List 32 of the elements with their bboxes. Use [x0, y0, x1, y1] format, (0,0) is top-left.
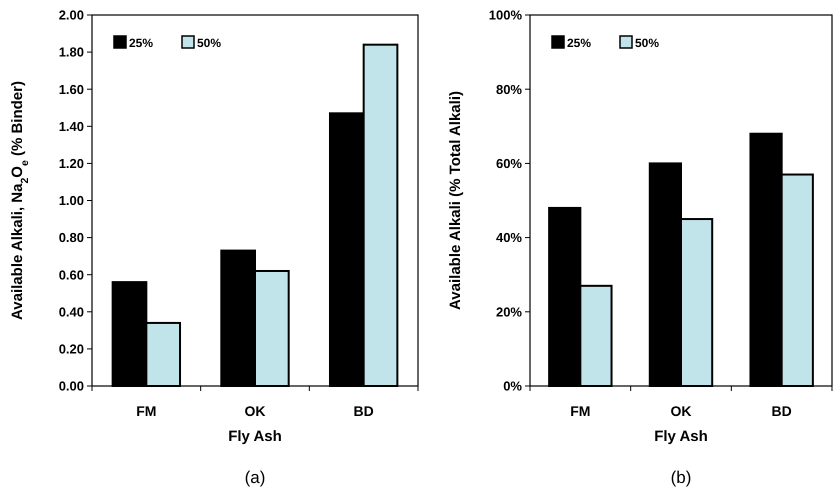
y-tick-label: 1.00 [58, 193, 84, 208]
legend-label: 50% [197, 36, 222, 50]
y-tick-label: 100% [488, 8, 522, 23]
legend-label: 50% [635, 36, 660, 50]
y-tick-label: 0.80 [58, 230, 84, 246]
text: (b) [670, 468, 692, 487]
x-tick-label: FM [136, 403, 156, 419]
y-tick-label: 80% [496, 82, 522, 97]
y-tick-label: 1.40 [58, 118, 84, 134]
y-tick-label: 1.80 [58, 44, 84, 60]
x-axis-title: Fly Ash [228, 428, 282, 445]
x-tick-label: BD [354, 403, 374, 419]
y-tick-label: 20% [496, 304, 522, 320]
y-tick-label: 1.60 [58, 82, 84, 97]
y-tick-label: 1.20 [58, 156, 84, 171]
x-tick-label: OK [244, 403, 266, 419]
legend-label: 25% [567, 36, 592, 50]
y-tick-label: 0.60 [58, 267, 84, 282]
y-tick-label: 40% [496, 230, 522, 246]
x-tick-label: OK [670, 403, 692, 419]
y-tick-label: 0.20 [58, 341, 84, 356]
x-axis-title: Fly Ash [654, 428, 708, 445]
y-tick-label: 0.00 [58, 378, 84, 394]
y-axis-title: Available Alkali (% Total Alkali) [447, 91, 464, 310]
y-tick-label: 0.40 [58, 304, 84, 320]
y-tick-label: 2.00 [58, 8, 84, 23]
text: (a) [244, 468, 266, 487]
y-tick-label: 0% [503, 378, 522, 394]
legend-label: 25% [129, 36, 154, 50]
x-tick-label: FM [570, 403, 590, 419]
y-tick-label: 60% [496, 156, 522, 171]
x-tick-label: BD [772, 403, 792, 419]
